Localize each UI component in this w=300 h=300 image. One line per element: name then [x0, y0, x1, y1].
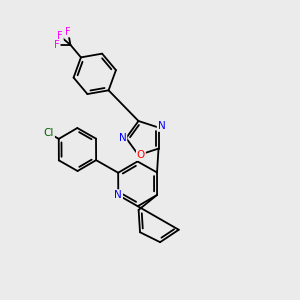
- Text: O: O: [137, 150, 145, 160]
- Text: F: F: [57, 31, 63, 41]
- Text: N: N: [114, 190, 122, 200]
- Text: F: F: [54, 40, 60, 50]
- Text: F: F: [65, 27, 71, 37]
- Text: N: N: [119, 133, 126, 143]
- Text: N: N: [158, 121, 165, 131]
- Text: Cl: Cl: [44, 128, 54, 138]
